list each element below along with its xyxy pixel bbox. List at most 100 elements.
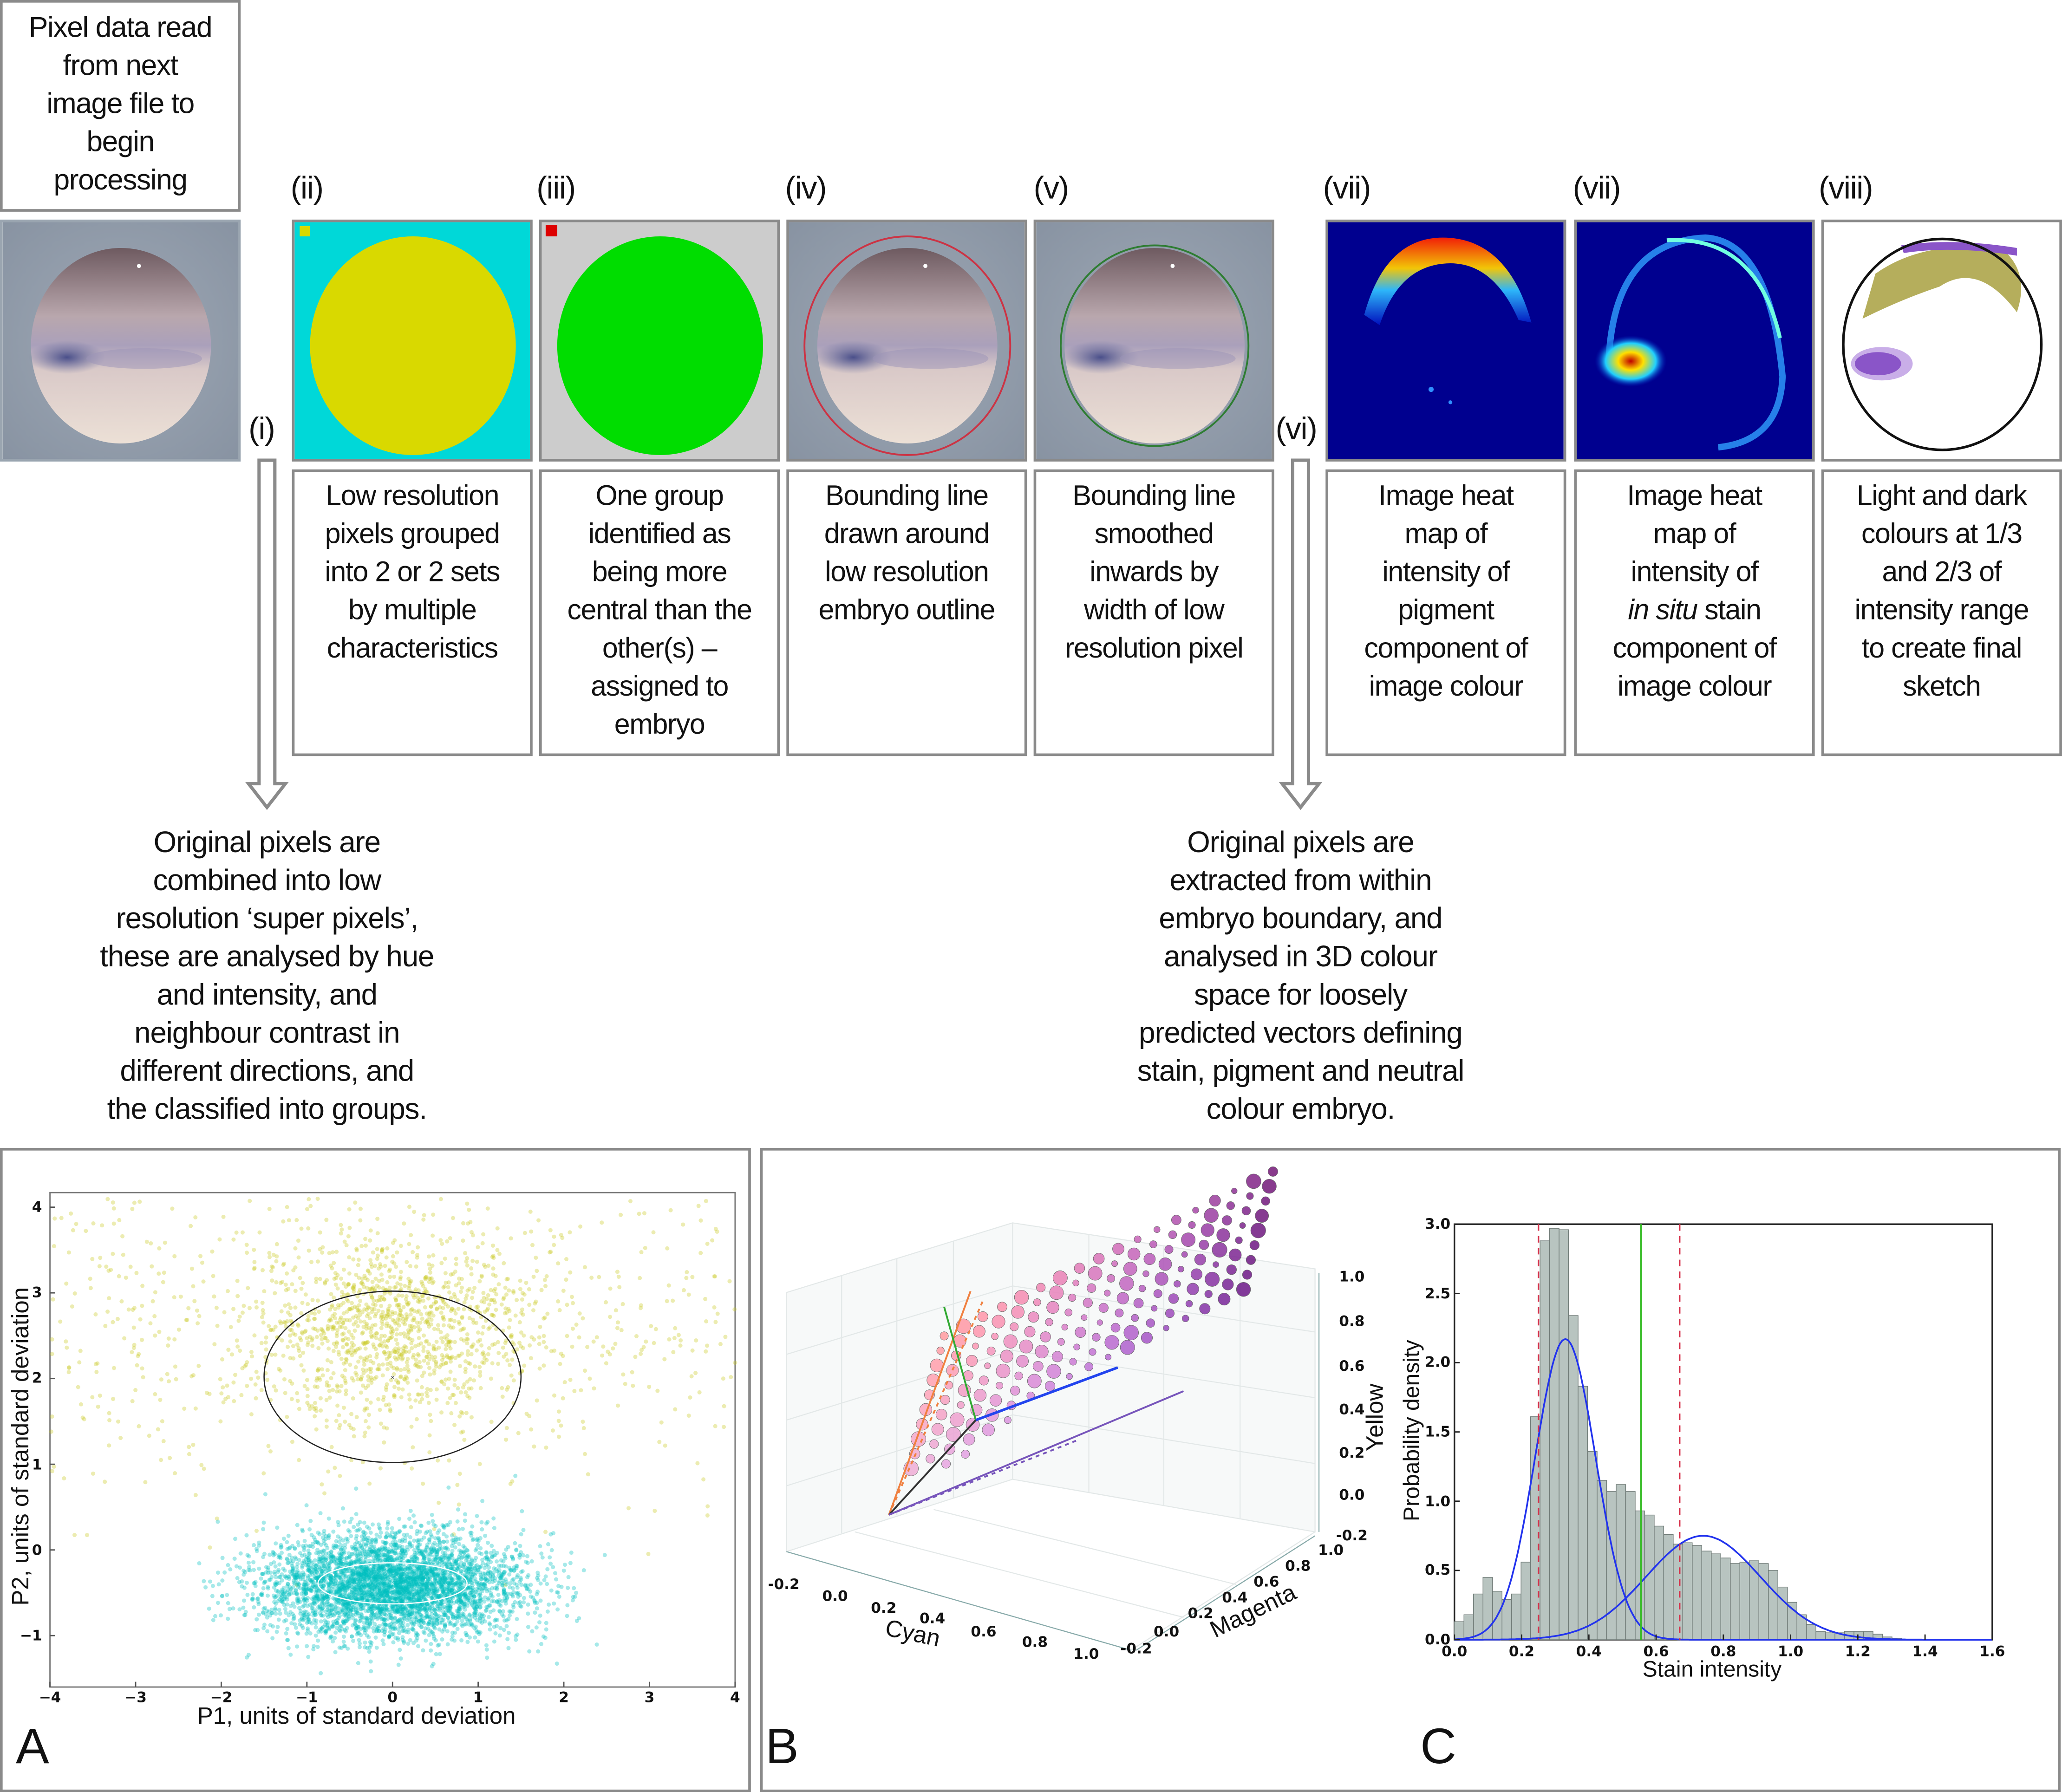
data-point [191, 1284, 196, 1289]
data-point [467, 1287, 472, 1291]
data-point [398, 1282, 403, 1287]
data-point [346, 1349, 350, 1353]
data-point [335, 1273, 340, 1277]
data-point [409, 1328, 414, 1333]
data-point [414, 1264, 418, 1269]
step-viii-description: Light and dark colours at 1/3 and 2/3 of… [1821, 469, 2062, 756]
data-point [451, 1393, 456, 1397]
data-point [78, 1402, 83, 1407]
data-point [424, 1275, 429, 1279]
data-point [452, 1292, 457, 1297]
data-point [509, 1335, 514, 1339]
data-point [218, 1419, 223, 1424]
data-point [381, 1395, 386, 1399]
data-point [559, 1232, 563, 1237]
data-point [343, 1378, 348, 1383]
data-point [136, 1354, 140, 1358]
data-point [460, 1316, 464, 1320]
data-point [431, 1313, 436, 1318]
data-point [496, 1351, 501, 1355]
data-point [662, 1357, 667, 1362]
data-point [499, 1302, 504, 1307]
data-point [347, 1207, 352, 1212]
data-point [356, 1359, 361, 1364]
data-point [281, 1353, 286, 1358]
data-point [383, 1264, 387, 1268]
data-point [522, 1231, 527, 1235]
data-point [285, 1205, 289, 1209]
data-point [486, 1327, 491, 1331]
data-point [509, 1373, 514, 1378]
data-point [307, 1407, 312, 1411]
step-vii-b-text: Image heat map of intensity of in situ s… [1577, 477, 1812, 706]
data-point [510, 1357, 515, 1362]
data-point [355, 1377, 360, 1381]
data-point [481, 1290, 486, 1295]
data-point [305, 1378, 309, 1382]
data-point [236, 1318, 241, 1323]
data-point [159, 1377, 163, 1382]
data-point [153, 1333, 157, 1338]
data-point [491, 1256, 496, 1260]
data-point [341, 1331, 346, 1336]
data-point [281, 1219, 286, 1224]
data-point [368, 1400, 373, 1405]
data-point [157, 1246, 162, 1251]
data-point [379, 1313, 384, 1317]
data-point [686, 1413, 691, 1418]
data-point [289, 1328, 294, 1332]
data-point [448, 1359, 453, 1364]
data-point [392, 1261, 397, 1266]
data-point [368, 1238, 372, 1243]
data-point [88, 1286, 93, 1290]
data-point [516, 1431, 521, 1435]
data-point [621, 1372, 626, 1377]
data-point [469, 1272, 474, 1277]
data-point [398, 1308, 403, 1313]
data-point [565, 1334, 569, 1338]
data-point [334, 1250, 339, 1254]
data-point [380, 1246, 385, 1251]
data-point [444, 1302, 448, 1307]
data-point [365, 1305, 370, 1310]
data-point [406, 1286, 411, 1290]
data-point [491, 1314, 496, 1318]
data-point [363, 1341, 368, 1345]
data-point [425, 1318, 430, 1323]
data-point [140, 1284, 145, 1288]
data-point [427, 1433, 432, 1438]
data-point [459, 1277, 464, 1281]
data-point [137, 1424, 141, 1428]
data-point [402, 1221, 406, 1226]
data-point [552, 1243, 556, 1247]
start-step-text: Pixel data read from next image file to … [28, 10, 213, 196]
data-point [346, 1234, 351, 1238]
data-point [372, 1287, 377, 1291]
data-point [360, 1282, 365, 1286]
data-point [391, 1317, 395, 1322]
data-point [607, 1352, 612, 1357]
data-point [266, 1444, 271, 1448]
data-point [323, 1280, 327, 1284]
data-point [387, 1336, 392, 1341]
data-point [235, 1338, 239, 1343]
data-point [418, 1400, 422, 1405]
data-point [480, 1360, 485, 1365]
data-point [305, 1387, 310, 1392]
data-point [441, 1306, 445, 1310]
data-point [366, 1305, 371, 1310]
data-point [380, 1248, 385, 1252]
smoothed-line-image [1033, 219, 1274, 462]
data-point [494, 1308, 498, 1312]
data-point [331, 1324, 336, 1329]
step-iii-text: One group identified as being more centr… [567, 480, 752, 741]
data-point [235, 1294, 240, 1298]
data-point [358, 1313, 362, 1317]
data-point [196, 1363, 201, 1368]
data-point [369, 1262, 373, 1266]
data-point [386, 1307, 391, 1311]
data-point [278, 1319, 282, 1324]
data-point [320, 1337, 324, 1342]
data-point [295, 1322, 300, 1327]
